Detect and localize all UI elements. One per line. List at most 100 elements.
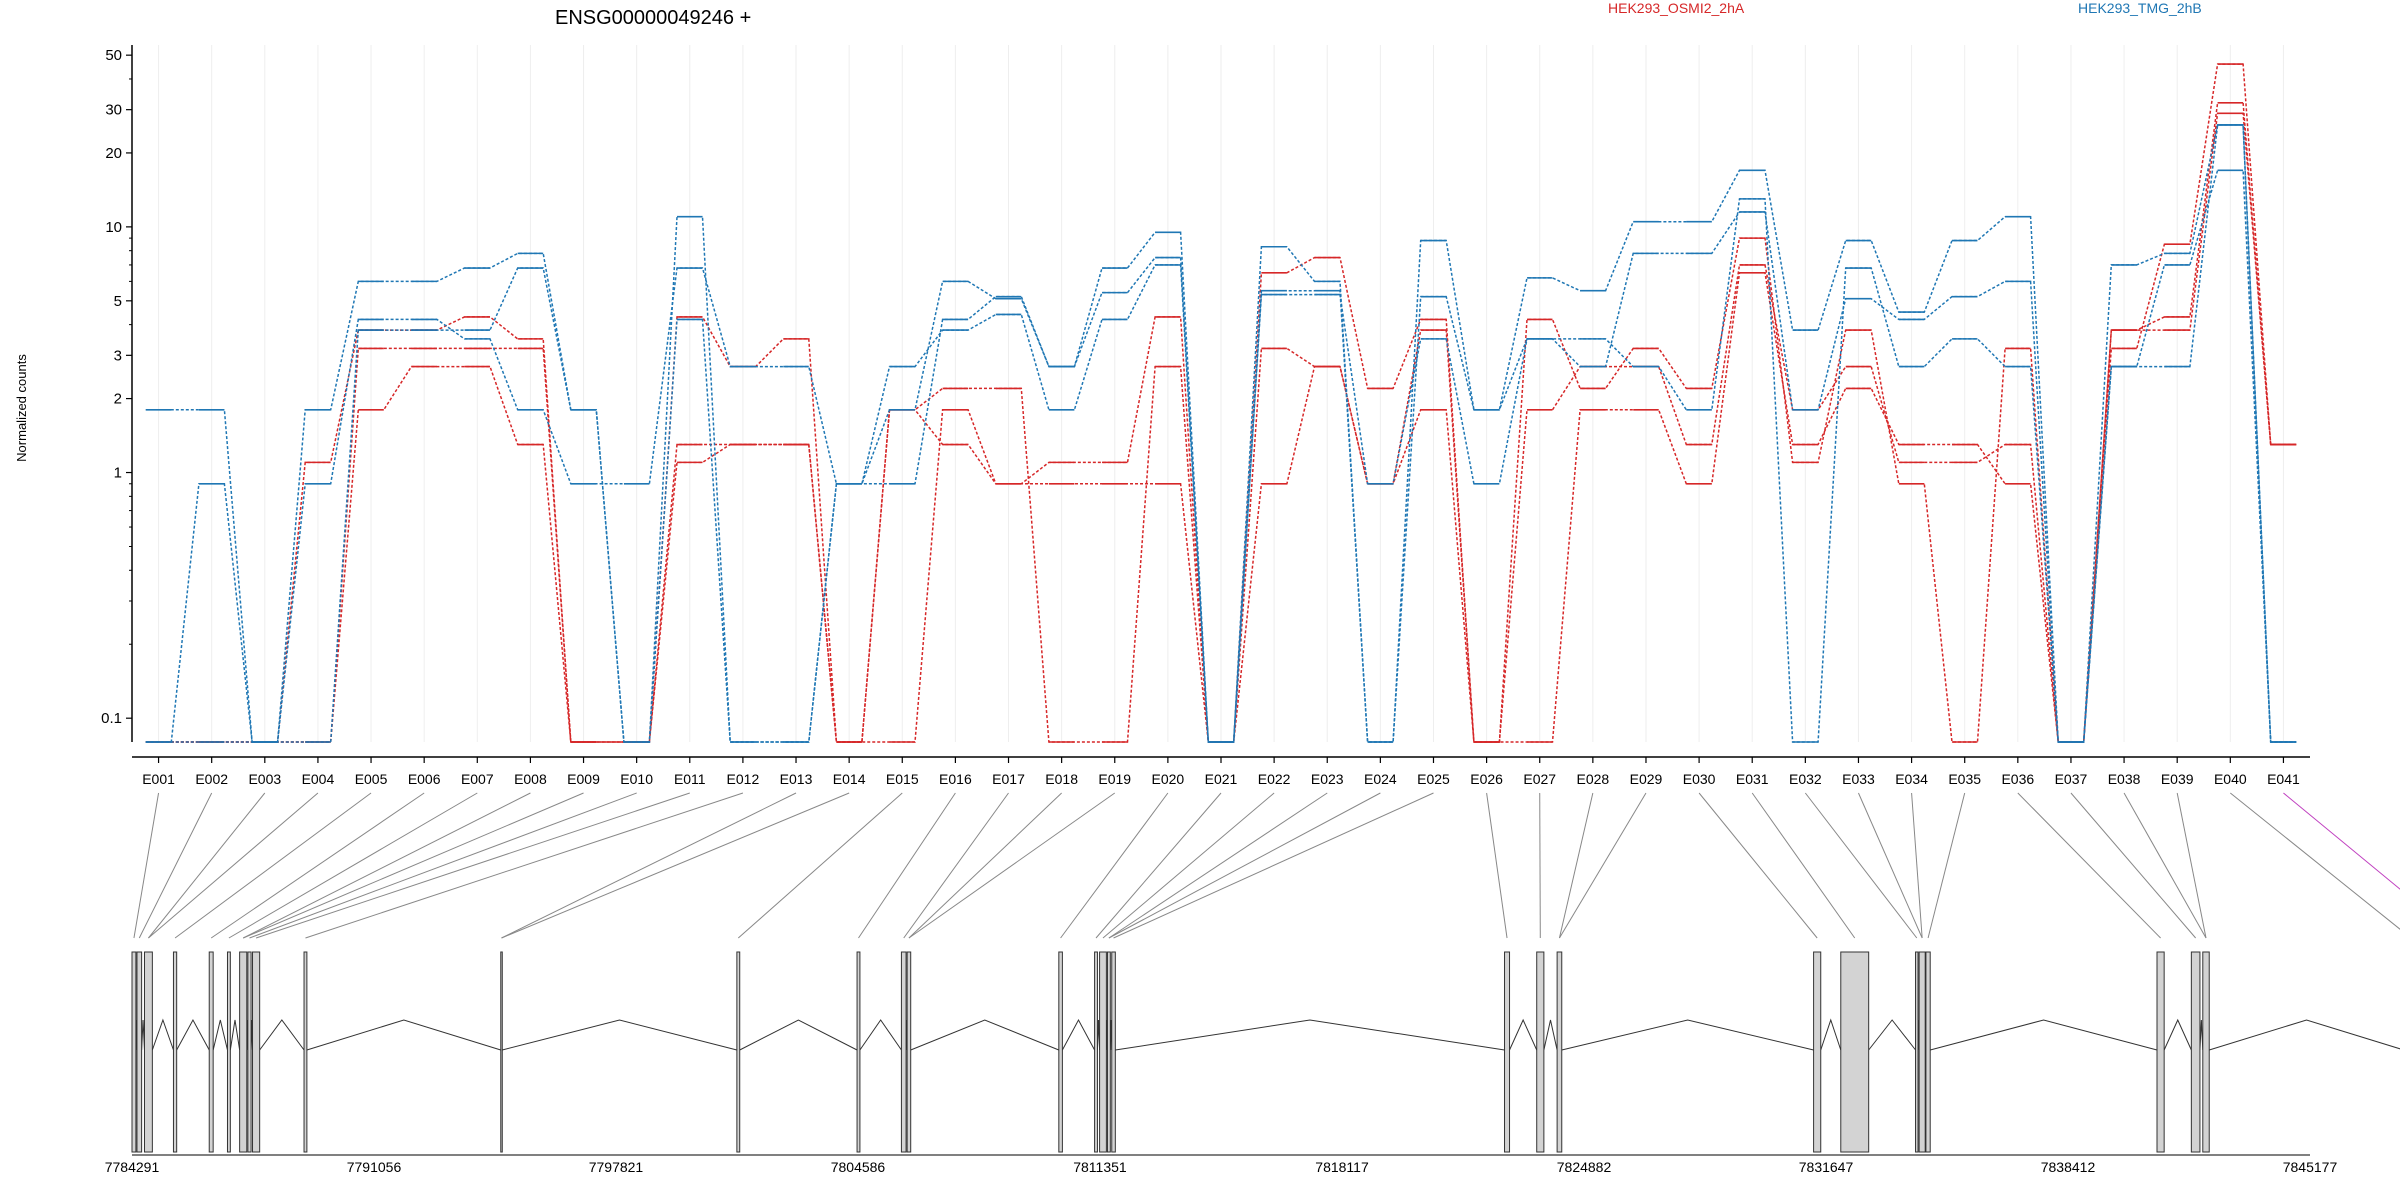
exon-connector (148, 792, 266, 939)
exon-box (906, 951, 912, 1153)
x-tick-label: E035 (1948, 771, 1981, 787)
intron-line (2163, 1018, 2192, 1051)
genome-tick-label: 7831647 (1799, 1159, 1854, 1175)
x-tick-label: E021 (1205, 771, 1238, 787)
y-tick-label: 20 (105, 145, 122, 162)
x-tick-label: E030 (1683, 771, 1716, 787)
legend-label-2: HEK293_TMG_2hB (2078, 0, 2202, 16)
x-tick-label: E034 (1895, 771, 1928, 787)
genome-coordinate-axis: 7784291 7791056 7797821 7804586 7811351 78181… (105, 1154, 2338, 1175)
genome-tick-label: 7784291 (105, 1159, 160, 1175)
x-tick-label: E014 (833, 771, 866, 787)
x-tick-label: E038 (2108, 771, 2141, 787)
intron-line (859, 1019, 902, 1051)
exon-box (900, 951, 907, 1153)
genome-tick-label: 7838412 (2041, 1159, 2096, 1175)
x-tick-label: E011 (674, 771, 706, 787)
exon-box (136, 951, 143, 1153)
exon-box (1918, 951, 1926, 1153)
exon-box (226, 951, 231, 1153)
intron-line (229, 1019, 241, 1051)
exon-connector (858, 792, 956, 939)
y-axis: 0.1 1 2 3 5 10 20 30 50 (101, 45, 133, 742)
y-axis-label: Normalized counts (14, 354, 29, 462)
exon-connector (2017, 792, 2161, 939)
x-tick-label: E007 (461, 771, 494, 787)
intron-line (1868, 1019, 1916, 1051)
y-tick-label: 50 (105, 47, 122, 64)
exon-connector (138, 792, 213, 939)
y-tick-label: 30 (105, 102, 122, 119)
genome-tick-label: 7804586 (831, 1159, 886, 1175)
vertical-gridlines (158, 45, 2284, 742)
exon-box (252, 951, 261, 1153)
x-tick-label: E024 (1364, 771, 1397, 787)
x-tick-label: E040 (2214, 771, 2247, 787)
exon-box (1925, 951, 1931, 1153)
x-tick-label: E029 (1630, 771, 1663, 787)
exon-box (1058, 951, 1063, 1153)
exon-connector (1558, 792, 1594, 939)
exon-box (1111, 951, 1116, 1153)
exon-connector (908, 792, 1062, 939)
exon-connector (1113, 792, 1434, 939)
exon-connector (255, 792, 690, 939)
x-tick-label: E031 (1736, 771, 1769, 787)
exon-connector (1095, 792, 1222, 939)
y-tick-label: 3 (114, 347, 122, 364)
exon-connector (1911, 792, 1923, 939)
x-tick-label: E008 (514, 771, 547, 787)
intron-line (1509, 1018, 1538, 1051)
exon-connector (249, 792, 637, 939)
exon-box (736, 951, 741, 1153)
exon-box (1915, 951, 1919, 1153)
genome-tick-label: 7818117 (1315, 1159, 1369, 1175)
genome-tick-label: 7797821 (589, 1159, 644, 1175)
x-tick-label: E009 (567, 771, 600, 787)
exon-connector (1804, 792, 1918, 939)
genome-tick-label: 7845177 (2283, 1159, 2338, 1175)
x-tick-label: E015 (886, 771, 919, 787)
intron-line (910, 1019, 1059, 1051)
exon-connector (903, 792, 1009, 939)
exon-connector (1539, 792, 1541, 939)
series-lines (145, 63, 2297, 743)
exon-box (247, 951, 252, 1153)
exon-box (1840, 951, 1870, 1153)
exon-connector (2176, 792, 2207, 939)
gene-model-track (131, 951, 2400, 1153)
x-tick-label: E020 (1152, 771, 1185, 787)
exon-connector (305, 792, 744, 939)
exon-connector (2230, 792, 2400, 930)
exon-connector (2123, 792, 2207, 939)
intron-line (502, 1019, 737, 1051)
exon-connector (501, 792, 850, 939)
x-tick-label: E027 (1523, 771, 1556, 787)
exon-connector (1102, 792, 1275, 939)
exon-box (208, 951, 214, 1153)
exon-box (2202, 951, 2210, 1153)
exon-connector (2070, 792, 2197, 939)
x-tick-label: E003 (248, 771, 281, 787)
exon-connector (1858, 792, 1923, 939)
exon-connector (1698, 792, 1818, 939)
exon-box (239, 951, 248, 1153)
y-tick-label: 10 (105, 219, 122, 236)
x-tick-label: E023 (1311, 771, 1344, 787)
exon-box (143, 951, 153, 1153)
exon-connector (228, 792, 478, 939)
genome-tick-label: 7824882 (1557, 1159, 1612, 1175)
exon-connector (133, 792, 160, 939)
exon-connector (1060, 792, 1169, 939)
exon-connector (501, 792, 797, 939)
intron-line (1543, 1019, 1558, 1051)
exon-box (500, 951, 503, 1153)
exon-box (1536, 951, 1545, 1153)
x-tick-label: E016 (939, 771, 972, 787)
chart-title: ENSG00000049246 + (555, 7, 751, 29)
exon-connector (1486, 792, 1508, 939)
exon-box (303, 951, 308, 1153)
x-tick-label: E017 (992, 771, 1025, 787)
x-tick-label: E022 (1258, 771, 1291, 787)
x-tick-label: E036 (2001, 771, 2034, 787)
